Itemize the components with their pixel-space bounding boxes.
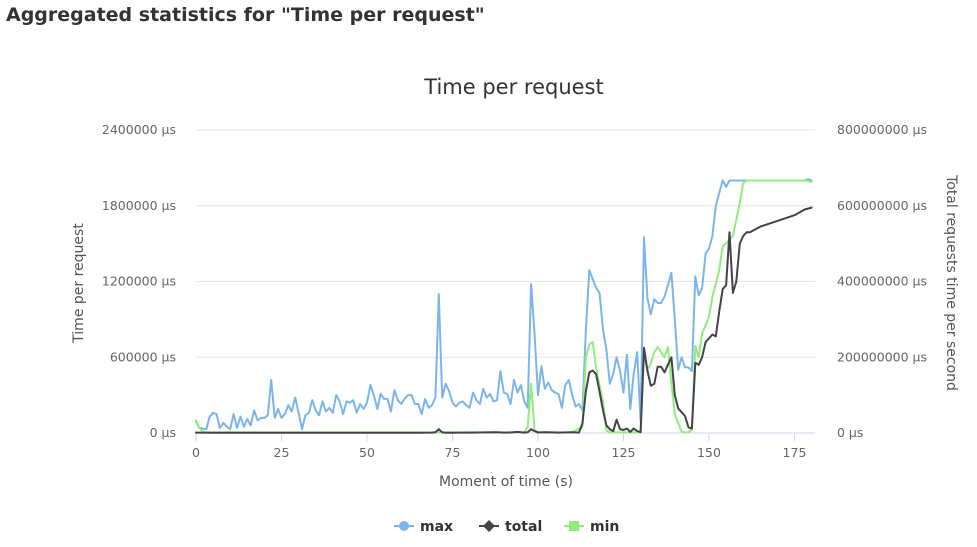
x-tick-label: 125 — [612, 445, 636, 460]
y-left-tick-label: 600000 µs — [110, 349, 176, 364]
x-tick-label: 150 — [697, 445, 721, 460]
y-right-tick-label: 600000000 µs — [837, 198, 927, 213]
x-tick-label: 75 — [445, 445, 461, 460]
page-heading: Aggregated statistics for "Time per requ… — [6, 4, 485, 26]
y-left-tick-label: 0 µs — [150, 425, 176, 440]
x-axis-title: Moment of time (s) — [439, 474, 573, 490]
legend-item-min[interactable]: min — [564, 519, 619, 535]
grid-lines — [196, 129, 815, 434]
legend-item-total[interactable]: total — [479, 519, 542, 535]
x-tick-label: 100 — [526, 445, 550, 460]
chart-title: Time per request — [423, 75, 603, 99]
x-tick-label: 50 — [359, 445, 375, 460]
y-left-tick-label: 2400000 µs — [102, 122, 176, 137]
axes: 0 µs 600000 µs 1200000 µs 1800000 µs 2400000… — [102, 122, 927, 460]
legend-marker-diamond — [483, 520, 495, 532]
x-tick-label: 0 — [192, 445, 200, 460]
legend-label: min — [590, 519, 619, 535]
x-tick-label: 25 — [274, 445, 290, 460]
y-axis-left-title: Time per request — [71, 223, 87, 344]
legend-label: total — [505, 519, 542, 535]
series-line-max — [195, 178, 813, 431]
x-tick-label: 175 — [783, 445, 807, 460]
series-line-total — [195, 206, 813, 434]
y-left-tick-label: 1800000 µs — [102, 198, 176, 213]
legend-label: max — [420, 519, 453, 535]
y-right-tick-label: 400000000 µs — [837, 274, 927, 289]
y-right-tick-label: 200000000 µs — [837, 349, 927, 364]
legend-marker-circle — [399, 521, 409, 531]
y-right-tick-label: 0 µs — [837, 425, 863, 440]
y-right-tick-label: 800000000 µs — [837, 122, 927, 137]
y-left-tick-label: 1200000 µs — [102, 274, 176, 289]
y-axis-right-title: Total requests time per second — [943, 174, 959, 391]
legend: max total min — [394, 519, 619, 535]
legend-item-max[interactable]: max — [394, 519, 453, 535]
legend-marker-square — [569, 521, 579, 531]
series-layer — [195, 178, 813, 434]
